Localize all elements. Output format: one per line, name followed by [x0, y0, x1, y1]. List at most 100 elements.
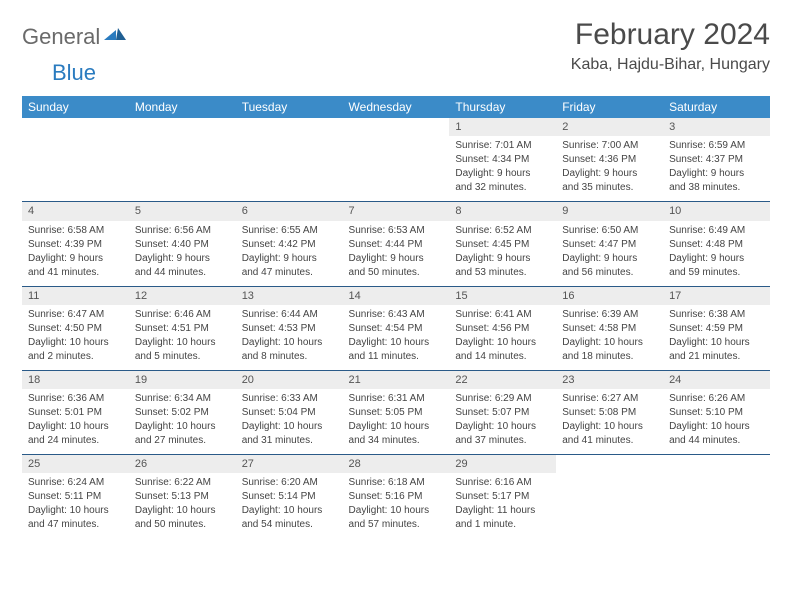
calendar-cell: 4Sunrise: 6:58 AMSunset: 4:39 PMDaylight… [22, 202, 129, 286]
sunset-text: Sunset: 5:02 PM [135, 406, 230, 419]
day-body: Sunrise: 7:00 AMSunset: 4:36 PMDaylight:… [556, 136, 663, 201]
day-number: 26 [129, 455, 236, 473]
day-number: 16 [556, 287, 663, 305]
day-number: 14 [343, 287, 450, 305]
day-number: 27 [236, 455, 343, 473]
sunset-text: Sunset: 4:40 PM [135, 238, 230, 251]
sunset-text: Sunset: 4:39 PM [28, 238, 123, 251]
sunset-text: Sunset: 5:05 PM [349, 406, 444, 419]
daylight1-text: Daylight: 10 hours [349, 336, 444, 349]
daylight1-text: Daylight: 10 hours [28, 336, 123, 349]
sunset-text: Sunset: 5:01 PM [28, 406, 123, 419]
sunset-text: Sunset: 5:11 PM [28, 490, 123, 503]
calendar-cell: 16Sunrise: 6:39 AMSunset: 4:58 PMDayligh… [556, 286, 663, 370]
daylight1-text: Daylight: 9 hours [455, 252, 550, 265]
calendar-head: SundayMondayTuesdayWednesdayThursdayFrid… [22, 96, 770, 118]
day-body: Sunrise: 6:53 AMSunset: 4:44 PMDaylight:… [343, 221, 450, 286]
day-body: Sunrise: 6:34 AMSunset: 5:02 PMDaylight:… [129, 389, 236, 454]
day-body: Sunrise: 6:55 AMSunset: 4:42 PMDaylight:… [236, 221, 343, 286]
day-body: Sunrise: 6:46 AMSunset: 4:51 PMDaylight:… [129, 305, 236, 370]
daylight1-text: Daylight: 10 hours [349, 420, 444, 433]
daylight1-text: Daylight: 9 hours [562, 252, 657, 265]
daylight2-text: and 2 minutes. [28, 350, 123, 363]
logo-word1: General [22, 24, 100, 50]
weekday-header: Saturday [663, 96, 770, 118]
day-number: 21 [343, 371, 450, 389]
day-number: 12 [129, 287, 236, 305]
daylight1-text: Daylight: 10 hours [28, 504, 123, 517]
sunset-text: Sunset: 5:08 PM [562, 406, 657, 419]
daylight2-text: and 35 minutes. [562, 181, 657, 194]
sunset-text: Sunset: 5:13 PM [135, 490, 230, 503]
sunrise-text: Sunrise: 6:31 AM [349, 392, 444, 405]
sunrise-text: Sunrise: 6:33 AM [242, 392, 337, 405]
calendar-row: 4Sunrise: 6:58 AMSunset: 4:39 PMDaylight… [22, 202, 770, 286]
calendar-cell [129, 118, 236, 202]
daylight2-text: and 41 minutes. [28, 266, 123, 279]
daylight1-text: Daylight: 10 hours [455, 420, 550, 433]
sunrise-text: Sunrise: 6:24 AM [28, 476, 123, 489]
daylight1-text: Daylight: 10 hours [242, 336, 337, 349]
day-body: Sunrise: 6:38 AMSunset: 4:59 PMDaylight:… [663, 305, 770, 370]
sunset-text: Sunset: 5:16 PM [349, 490, 444, 503]
day-body: Sunrise: 6:22 AMSunset: 5:13 PMDaylight:… [129, 473, 236, 538]
day-number: 20 [236, 371, 343, 389]
sunrise-text: Sunrise: 6:58 AM [28, 224, 123, 237]
calendar-cell: 3Sunrise: 6:59 AMSunset: 4:37 PMDaylight… [663, 118, 770, 202]
day-number: 22 [449, 371, 556, 389]
calendar-row: 1Sunrise: 7:01 AMSunset: 4:34 PMDaylight… [22, 118, 770, 202]
day-body: Sunrise: 6:36 AMSunset: 5:01 PMDaylight:… [22, 389, 129, 454]
sunrise-text: Sunrise: 6:46 AM [135, 308, 230, 321]
sunset-text: Sunset: 5:17 PM [455, 490, 550, 503]
daylight2-text: and 32 minutes. [455, 181, 550, 194]
sunrise-text: Sunrise: 6:36 AM [28, 392, 123, 405]
daylight2-text: and 50 minutes. [135, 518, 230, 531]
calendar-cell: 2Sunrise: 7:00 AMSunset: 4:36 PMDaylight… [556, 118, 663, 202]
day-body: Sunrise: 6:39 AMSunset: 4:58 PMDaylight:… [556, 305, 663, 370]
logo-word2: Blue [52, 60, 96, 86]
sunrise-text: Sunrise: 6:41 AM [455, 308, 550, 321]
day-body: Sunrise: 6:29 AMSunset: 5:07 PMDaylight:… [449, 389, 556, 454]
weekday-header: Tuesday [236, 96, 343, 118]
day-body: Sunrise: 7:01 AMSunset: 4:34 PMDaylight:… [449, 136, 556, 201]
daylight2-text: and 34 minutes. [349, 434, 444, 447]
daylight2-text: and 47 minutes. [242, 266, 337, 279]
daylight1-text: Daylight: 10 hours [242, 504, 337, 517]
calendar-body: 1Sunrise: 7:01 AMSunset: 4:34 PMDaylight… [22, 118, 770, 538]
sunset-text: Sunset: 4:53 PM [242, 322, 337, 335]
day-body: Sunrise: 6:47 AMSunset: 4:50 PMDaylight:… [22, 305, 129, 370]
sunset-text: Sunset: 5:07 PM [455, 406, 550, 419]
sunset-text: Sunset: 5:10 PM [669, 406, 764, 419]
daylight2-text: and 14 minutes. [455, 350, 550, 363]
calendar-cell: 1Sunrise: 7:01 AMSunset: 4:34 PMDaylight… [449, 118, 556, 202]
daylight1-text: Daylight: 9 hours [135, 252, 230, 265]
weekday-header: Monday [129, 96, 236, 118]
sunset-text: Sunset: 4:50 PM [28, 322, 123, 335]
sunrise-text: Sunrise: 6:53 AM [349, 224, 444, 237]
day-number: 17 [663, 287, 770, 305]
sunset-text: Sunset: 4:44 PM [349, 238, 444, 251]
day-body: Sunrise: 6:49 AMSunset: 4:48 PMDaylight:… [663, 221, 770, 286]
day-number: 28 [343, 455, 450, 473]
sunset-text: Sunset: 5:04 PM [242, 406, 337, 419]
daylight2-text: and 5 minutes. [135, 350, 230, 363]
calendar-cell: 23Sunrise: 6:27 AMSunset: 5:08 PMDayligh… [556, 370, 663, 454]
daylight1-text: Daylight: 9 hours [28, 252, 123, 265]
daylight1-text: Daylight: 10 hours [669, 420, 764, 433]
daylight2-text: and 44 minutes. [135, 266, 230, 279]
daylight2-text: and 41 minutes. [562, 434, 657, 447]
day-number: 3 [663, 118, 770, 136]
calendar-cell: 22Sunrise: 6:29 AMSunset: 5:07 PMDayligh… [449, 370, 556, 454]
calendar-cell: 8Sunrise: 6:52 AMSunset: 4:45 PMDaylight… [449, 202, 556, 286]
daylight1-text: Daylight: 10 hours [135, 504, 230, 517]
sunset-text: Sunset: 4:45 PM [455, 238, 550, 251]
day-number: 29 [449, 455, 556, 473]
sunset-text: Sunset: 4:47 PM [562, 238, 657, 251]
logo-mark-icon [104, 26, 126, 49]
daylight2-text: and 38 minutes. [669, 181, 764, 194]
sunset-text: Sunset: 5:14 PM [242, 490, 337, 503]
sunrise-text: Sunrise: 6:52 AM [455, 224, 550, 237]
sunset-text: Sunset: 4:48 PM [669, 238, 764, 251]
title-block: February 2024 Kaba, Hajdu-Bihar, Hungary [571, 18, 770, 74]
calendar-cell: 24Sunrise: 6:26 AMSunset: 5:10 PMDayligh… [663, 370, 770, 454]
